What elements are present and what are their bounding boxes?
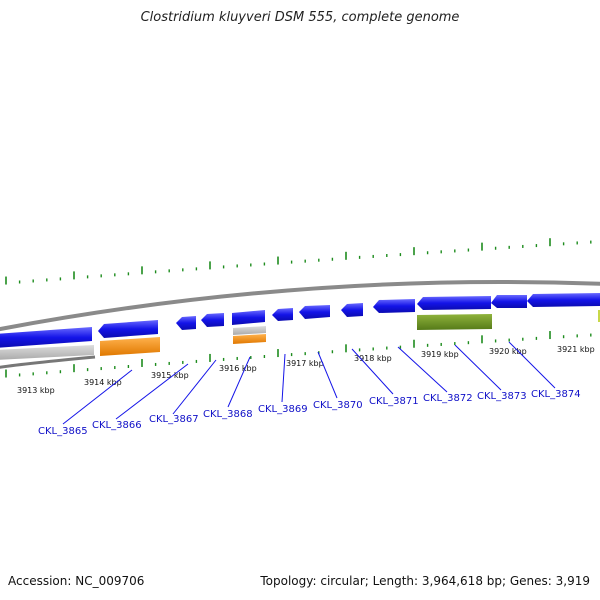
kbp-label: 3916 kbp xyxy=(219,364,257,373)
gene-arrow-icon xyxy=(176,316,196,330)
gene-label[interactable]: CKL_3866 xyxy=(92,420,142,431)
kbp-label: 3915 kbp xyxy=(151,371,189,380)
gene-arrow-icon xyxy=(373,299,415,313)
kbp-label: 3914 kbp xyxy=(84,378,122,387)
gene-label[interactable]: CKL_3870 xyxy=(313,400,363,411)
kbp-label: 3919 kbp xyxy=(421,350,459,359)
genome-backbone xyxy=(0,279,600,332)
feature-track xyxy=(0,293,600,360)
gene-arrow-icon xyxy=(98,320,158,338)
page-title: Clostridium kluyveri DSM 555, complete g… xyxy=(140,10,460,25)
kbp-label: 3920 kbp xyxy=(489,347,527,356)
topology-text: Topology: circular; Length: 3,964,618 bp… xyxy=(260,574,590,588)
accession-text: Accession: NC_009706 xyxy=(8,574,145,588)
gene-arrow-icon xyxy=(272,308,293,321)
gene-arrow-icon xyxy=(491,295,527,308)
leader-line xyxy=(62,369,133,425)
gene-label[interactable]: CKL_3872 xyxy=(423,393,473,404)
gene-arrow-icon xyxy=(341,303,363,317)
leader-line xyxy=(227,356,251,408)
kbp-scale: 3913 kbp 3914 kbp 3915 kbp 3916 kbp 3917… xyxy=(17,345,595,395)
gene-label[interactable]: CKL_3868 xyxy=(203,409,253,420)
gene-arrow-icon xyxy=(527,293,600,307)
gene-label[interactable]: CKL_3867 xyxy=(149,414,199,425)
pseudogene-block xyxy=(233,326,266,335)
leader-line xyxy=(281,353,286,403)
leader-line xyxy=(351,348,394,395)
kbp-label: 3918 kbp xyxy=(354,354,392,363)
pseudogene-block xyxy=(0,345,94,360)
outer-tick-row xyxy=(5,238,592,285)
kbp-label: 3917 kbp xyxy=(286,359,324,368)
gene-arrow-icon xyxy=(232,310,265,325)
gene-arrow-icon xyxy=(299,305,330,319)
gene-labels: CKL_3865 CKL_3866 CKL_3867 CKL_3868 CKL_… xyxy=(38,389,581,437)
leader-line xyxy=(397,346,448,393)
rna-feature xyxy=(100,337,160,356)
leader-line xyxy=(454,344,502,391)
gene-label[interactable]: CKL_3869 xyxy=(258,404,308,415)
other-feature xyxy=(417,314,492,330)
leader-line xyxy=(172,359,217,415)
gene-arrow-icon xyxy=(201,313,224,327)
gene-label[interactable]: CKL_3871 xyxy=(369,396,419,407)
leader-line xyxy=(115,363,189,420)
leader-line xyxy=(317,351,338,399)
gene-arrow-icon xyxy=(417,296,491,310)
gene-label[interactable]: CKL_3865 xyxy=(38,426,88,437)
leader-line xyxy=(508,341,556,389)
gene-label-leaders xyxy=(62,341,556,425)
other-feature xyxy=(598,310,600,322)
kbp-label: 3913 kbp xyxy=(17,386,55,395)
genome-backbone-inner xyxy=(0,355,96,369)
inner-tick-row xyxy=(5,331,592,378)
kbp-label: 3921 kbp xyxy=(557,345,595,354)
gene-arrow-icon xyxy=(0,327,92,348)
rna-feature xyxy=(233,334,266,344)
gene-label[interactable]: CKL_3874 xyxy=(531,389,581,400)
gene-label[interactable]: CKL_3873 xyxy=(477,391,527,402)
